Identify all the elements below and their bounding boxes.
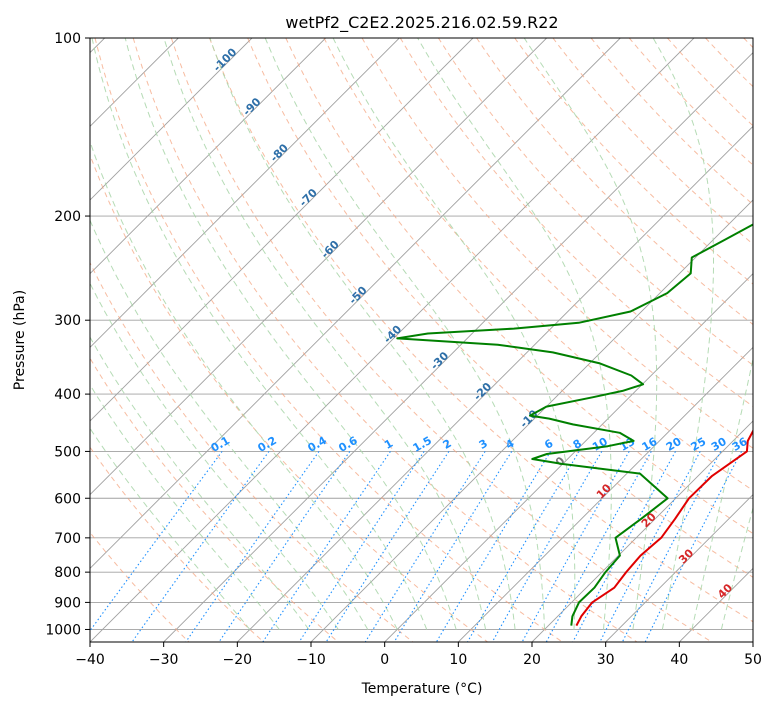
isotherm-line — [605, 494, 753, 642]
moist-adiabat-line — [523, 38, 658, 630]
dry-adiabat-line — [209, 38, 753, 623]
isotherm-line — [237, 125, 753, 642]
moist-adiabat-line — [124, 38, 457, 630]
moist-adiabat-line — [720, 506, 753, 630]
moist-adiabat-line — [691, 356, 753, 630]
isotherm-line — [310, 199, 753, 642]
mixing-ratio-line — [185, 451, 320, 642]
mixing-ratio-line — [467, 451, 580, 642]
dry-adiabat-line — [94, 38, 563, 642]
y-tick-label: 300 — [54, 313, 81, 329]
y-tick-label: 100 — [54, 31, 81, 47]
isotherm-line — [90, 38, 400, 348]
y-tick-label: 900 — [54, 595, 81, 611]
x-tick-label: 0 — [380, 652, 389, 668]
dry-adiabat-line — [247, 38, 753, 578]
moist-adiabat-line — [264, 38, 545, 630]
mixing-ratio-line — [491, 451, 603, 642]
isotherm-line — [384, 273, 753, 642]
mixing-ratio-line — [325, 451, 450, 642]
mixing-ratio-line — [599, 451, 701, 642]
x-tick-label: −10 — [296, 652, 326, 668]
moist-adiabat-line — [652, 38, 714, 630]
y-tick-label: 400 — [54, 387, 81, 403]
moist-adiabat-line — [90, 218, 369, 630]
x-tick-label: 10 — [449, 652, 467, 668]
moist-adiabat-line — [91, 38, 428, 630]
dry-adiabat-line — [437, 38, 753, 366]
mixing-ratio-line — [435, 451, 552, 642]
y-tick-label: 500 — [54, 444, 81, 460]
isotherm-line — [90, 38, 621, 569]
isotherm-line — [531, 420, 753, 642]
mixing-ratio-lines — [90, 451, 742, 642]
dry-adiabats — [90, 38, 753, 642]
moist-adiabats — [90, 38, 753, 630]
x-axis-label: Temperature (°C) — [361, 681, 483, 697]
x-tick-label: −40 — [75, 652, 105, 668]
dry-adiabat-line — [361, 38, 753, 449]
moist-adiabat-line — [90, 336, 310, 630]
y-tick-label: 700 — [54, 531, 81, 547]
mixing-ratio-line — [90, 451, 223, 632]
moist-adiabat-line — [90, 427, 251, 630]
isotherm-line — [90, 38, 474, 422]
x-tick-label: 30 — [597, 652, 615, 668]
x-tick-label: 40 — [670, 652, 688, 668]
dry-adiabat-line — [399, 38, 753, 407]
temperature-line — [575, 429, 753, 627]
dewpoint-line — [396, 223, 753, 626]
mixing-ratio-line — [572, 451, 676, 642]
moist-adiabat-line — [163, 38, 487, 630]
mixing-ratio-line — [218, 451, 351, 642]
dry-adiabat-line — [628, 38, 753, 166]
isotherm-line — [163, 52, 753, 642]
mixing-ratio-line — [545, 451, 652, 642]
x-axis: −40 −30 −20 −10 0 10 20 30 40 50 — [75, 642, 762, 668]
dry-adiabat-line — [170, 38, 712, 642]
dry-adiabat-line — [90, 446, 264, 642]
dry-adiabat-line — [90, 261, 414, 642]
plot-frame — [89, 37, 754, 643]
dry-adiabat-line — [514, 38, 753, 285]
mixing-ratio-line — [364, 451, 486, 642]
dry-adiabat-line — [132, 38, 638, 642]
x-tick-label: 20 — [523, 652, 541, 668]
y-axis: 100 200 300 400 500 600 700 800 900 1000 — [45, 31, 90, 638]
x-tick-label: 50 — [744, 652, 762, 668]
isotherm-line — [90, 38, 326, 275]
y-tick-label: 200 — [54, 209, 81, 225]
profile-series — [396, 223, 753, 627]
grid-lines — [90, 38, 753, 642]
dry-adiabat-line — [476, 38, 753, 326]
moist-adiabat-line — [417, 38, 612, 630]
moist-adiabat-line — [90, 383, 280, 630]
mixing-ratio-line — [521, 451, 630, 642]
isotherm-line — [90, 38, 695, 642]
x-tick-label: −20 — [223, 652, 253, 668]
moist-adiabat-line — [209, 38, 516, 630]
y-tick-label: 1000 — [45, 622, 81, 638]
y-axis-label: Pressure (hPa) — [12, 290, 28, 390]
y-tick-label: 600 — [54, 491, 81, 507]
dry-adiabat-line — [590, 38, 753, 206]
moist-adiabat-line — [90, 139, 398, 630]
isotherm-line — [90, 38, 253, 201]
moist-adiabat-line — [90, 282, 339, 630]
x-tick-label: −30 — [149, 652, 179, 668]
isotherm-line — [458, 346, 753, 642]
chart-title: wetPf2_C2E2.2025.216.02.59.R22 — [285, 13, 558, 33]
y-tick-label: 800 — [54, 565, 81, 581]
isotherm-line — [90, 38, 547, 496]
mixing-ratio-line — [393, 451, 513, 642]
